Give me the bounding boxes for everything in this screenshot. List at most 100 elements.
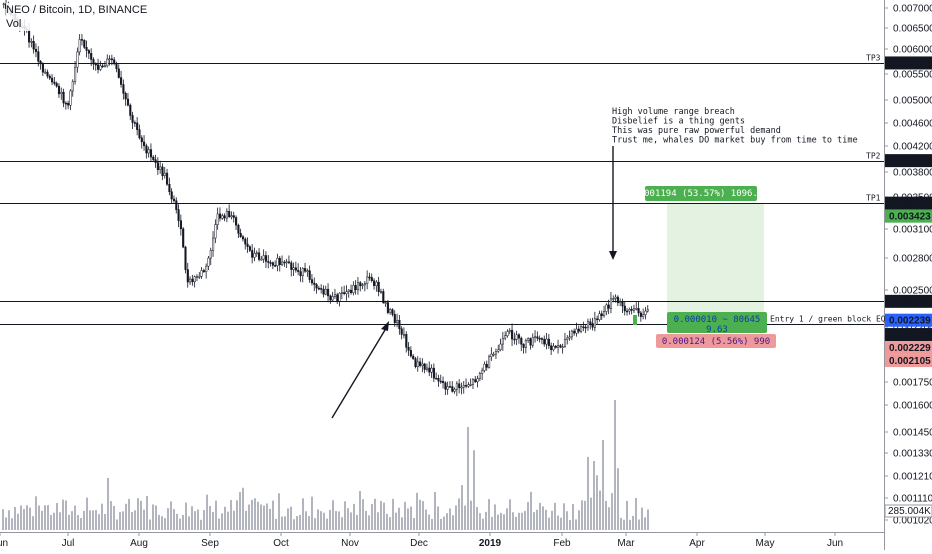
candle-body — [373, 280, 376, 286]
annotation-line-0: High volume range breach — [612, 107, 735, 117]
candle-body — [448, 386, 452, 388]
axis-price-badge-4[interactable] — [885, 294, 932, 308]
candle-body — [439, 380, 442, 383]
candle-body — [115, 63, 118, 70]
candle-body — [101, 65, 104, 68]
candle-body — [32, 41, 35, 50]
volume-bar — [404, 501, 406, 530]
candle-body — [513, 338, 516, 341]
volume-bar — [578, 510, 580, 530]
volume-bar — [263, 505, 265, 530]
candle-body — [258, 252, 261, 260]
volume-bar — [44, 505, 46, 530]
candle-body — [87, 50, 90, 54]
candle-body — [366, 276, 369, 284]
volume-bar — [452, 515, 454, 530]
volume-bar — [344, 501, 346, 530]
candle-body — [41, 63, 44, 73]
y-tick-label-12: 0.002200 — [893, 323, 932, 334]
target-label-badge-bg[interactable] — [645, 186, 757, 201]
candle-body — [354, 285, 357, 291]
candle-body — [184, 246, 187, 270]
volume-bar — [92, 510, 94, 530]
volume-bar — [548, 517, 550, 530]
volume-bar — [365, 510, 367, 530]
x-tick-label-5: Nov — [341, 538, 359, 549]
stop-label-badge-bg[interactable] — [656, 334, 776, 348]
axis-price-badge-1[interactable] — [885, 154, 932, 168]
candle-body — [315, 284, 318, 289]
candle-body — [483, 363, 486, 371]
symbol-title[interactable]: NEO / Bitcoin, 1D, BINANCE — [6, 3, 148, 17]
axis-price-badge-6[interactable] — [885, 328, 932, 342]
candle-body — [476, 378, 479, 383]
x-tick-label-9: Mar — [617, 538, 635, 549]
profit-zone[interactable] — [667, 203, 764, 323]
volume-bar — [527, 502, 529, 530]
candle-body — [635, 308, 638, 310]
volume-bar — [272, 500, 274, 530]
volume-bar — [521, 512, 523, 530]
volume-bar — [383, 502, 385, 530]
volume-bar — [602, 440, 604, 530]
axis-price-badge-8[interactable] — [885, 354, 932, 368]
volume-bar — [5, 517, 7, 530]
volume-bar — [143, 509, 145, 530]
volume-bar — [77, 515, 79, 530]
candle-body — [570, 330, 573, 338]
axis-price-badge-2[interactable] — [885, 196, 932, 210]
candle-body — [644, 310, 647, 315]
candle-body — [131, 115, 134, 123]
candle-body — [396, 319, 399, 323]
annotation-line-2: This was pure raw powerful demand — [612, 126, 781, 136]
candle-body — [416, 361, 419, 368]
volume-bar — [473, 450, 475, 530]
volume-bar — [203, 510, 205, 530]
axis-price-badge-0[interactable] — [885, 56, 932, 70]
candle-body — [317, 287, 320, 290]
candle-body — [53, 81, 56, 84]
candle-body — [83, 40, 86, 48]
candle-body — [172, 198, 176, 201]
candle-body — [308, 270, 311, 280]
candle-body — [409, 350, 412, 357]
candle-body — [515, 334, 518, 340]
candle-body — [235, 217, 238, 226]
candle-body — [561, 346, 564, 349]
level-label-4: Entry 1 / green block EQ — [770, 315, 886, 324]
volume-bar — [101, 503, 103, 530]
entry-label-badge-bg[interactable] — [667, 312, 767, 333]
volume-bar — [173, 509, 175, 530]
volume-bar — [302, 498, 304, 530]
volume-bar — [518, 512, 520, 530]
candle-body — [520, 337, 523, 345]
arrow-down-head — [609, 251, 617, 260]
candle-body — [278, 257, 281, 265]
candle-body — [156, 162, 159, 171]
volume-bar — [554, 502, 556, 530]
volume-bar — [590, 497, 592, 530]
volume-bar — [323, 512, 325, 530]
volume-bar — [347, 508, 349, 530]
candle-body — [39, 61, 42, 65]
candle-body — [506, 331, 509, 336]
volume-bar — [434, 492, 436, 530]
volume-bar — [38, 505, 40, 530]
volume-bar — [314, 518, 316, 530]
volume-bar — [407, 508, 409, 530]
annotation-line-1: Disbelief is a thing gents — [612, 117, 745, 127]
volume-bar — [188, 516, 190, 530]
volume-bar — [164, 518, 166, 530]
y-tick-label-5: 0.004600 — [893, 119, 932, 130]
candle-body — [580, 326, 583, 332]
axis-price-badge-3[interactable] — [885, 209, 932, 223]
candle-body — [292, 267, 295, 270]
volume-bar — [350, 512, 352, 530]
volume-bar — [431, 518, 433, 530]
volume-bar — [455, 505, 457, 530]
axis-price-badge-7[interactable] — [885, 341, 932, 355]
axis-price-badge-5[interactable] — [885, 313, 932, 327]
volume-bar — [41, 510, 43, 530]
